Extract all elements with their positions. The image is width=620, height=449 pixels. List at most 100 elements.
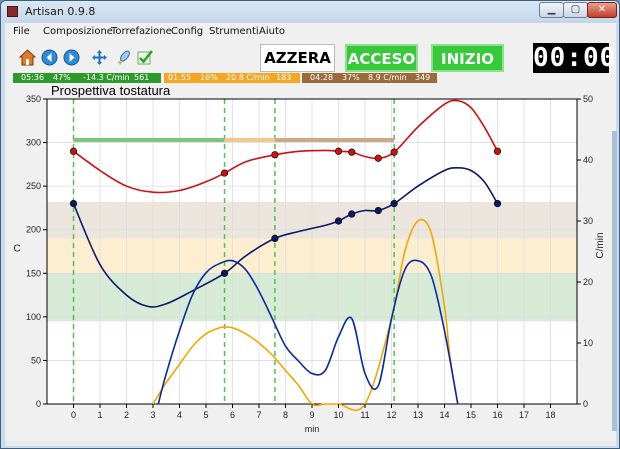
- y-axis-label: C: [13, 244, 20, 255]
- vertical-scrollbar[interactable]: [612, 131, 617, 431]
- x-tick-label: 8: [283, 410, 288, 420]
- y-tick-label: 350: [26, 94, 41, 104]
- phase-time: 05:36: [21, 73, 45, 82]
- series-marker: [334, 217, 343, 225]
- series-marker: [334, 147, 343, 155]
- series-marker: [348, 210, 356, 218]
- series-marker: [220, 269, 229, 277]
- x-tick-label: 10: [333, 410, 343, 420]
- phase-rate: 8.9 C/min: [368, 73, 407, 82]
- menu-aiuto[interactable]: Aiuto: [259, 26, 285, 37]
- series-marker: [348, 148, 356, 156]
- start-button[interactable]: INIZIO: [431, 44, 504, 72]
- delta-bt-series-line: [157, 259, 459, 405]
- y-tick-label: 200: [26, 225, 41, 235]
- timer-display: 00:00: [533, 43, 617, 73]
- home-icon[interactable]: [19, 49, 36, 66]
- y2-tick-label: 40: [583, 155, 593, 165]
- series-marker: [390, 199, 398, 208]
- y-tick-label: 300: [26, 138, 41, 148]
- phase-bar-segment: [73, 137, 225, 142]
- roast-chart[interactable]: 0 1 2 3 4 5 6 7 8 9 10 11 12 13 14 15 16 17 18050100150200…: [5, 83, 611, 441]
- x-axis-label: min: [305, 424, 320, 434]
- x-tick-label: 17: [519, 410, 529, 420]
- on-button[interactable]: ACCESO: [345, 44, 418, 72]
- x-tick-label: 0: [71, 410, 76, 420]
- delta-et-series-line: [152, 218, 459, 412]
- y2-tick-label: 10: [583, 338, 593, 348]
- forward-icon[interactable]: [63, 49, 80, 66]
- minimize-button[interactable]: ▁: [539, 2, 564, 18]
- x-tick-label: 4: [177, 410, 182, 420]
- y-tick-label: 250: [26, 181, 41, 191]
- toolbar: AZZERA ACCESO INIZIO: [5, 41, 616, 73]
- x-tick-label: 13: [413, 410, 423, 420]
- x-tick-label: 14: [439, 410, 449, 420]
- series-marker: [493, 199, 502, 208]
- x-tick-label: 5: [203, 410, 208, 420]
- menu-composizione[interactable]: Composizione: [43, 26, 113, 37]
- x-tick-label: 2: [124, 410, 129, 420]
- series-marker: [69, 199, 78, 208]
- move-icon[interactable]: [91, 49, 108, 66]
- series-marker: [271, 151, 279, 159]
- series-marker: [390, 148, 398, 156]
- phase-time: 04:28: [310, 73, 334, 82]
- phase-bar-segment: [274, 137, 395, 142]
- menu-bar: File Composizione Torrefazione Config St…: [5, 23, 616, 41]
- x-tick-label: 15: [466, 410, 476, 420]
- phase-percent: 37%: [342, 73, 360, 82]
- series-marker: [271, 234, 279, 243]
- phase-bar-segment: [224, 137, 275, 142]
- status-bar: [5, 441, 616, 446]
- window-title: Artisan 0.9.8: [25, 5, 96, 18]
- y2-tick-label: 30: [583, 216, 593, 226]
- phase-percent: 47%: [53, 73, 71, 82]
- phase-drying: 05:36 47% -14.3 C/min 561: [13, 73, 161, 83]
- reset-button[interactable]: AZZERA: [260, 44, 335, 72]
- y2-tick-label: 20: [583, 277, 593, 287]
- y2-axis-label: C/min: [595, 232, 606, 258]
- menu-config[interactable]: Config: [171, 26, 204, 37]
- maximize-button[interactable]: ▢: [563, 2, 588, 18]
- phase-value: 561: [134, 73, 150, 82]
- series-marker: [374, 154, 382, 162]
- menu-file[interactable]: File: [13, 26, 30, 37]
- series-marker: [220, 169, 229, 177]
- bt-series-line: [72, 166, 499, 308]
- x-tick-label: 1: [97, 410, 102, 420]
- phase-maillard: 01:55 16% 20.8 C/min 183: [164, 73, 300, 83]
- phase-development: 04:28 37% 8.9 C/min 349: [302, 73, 437, 83]
- x-tick-label: 6: [230, 410, 235, 420]
- x-tick-label: 9: [309, 410, 314, 420]
- et-series-line: [73, 99, 499, 194]
- series-marker: [493, 147, 502, 155]
- series-marker: [69, 147, 78, 155]
- close-button[interactable]: ✕: [587, 2, 617, 18]
- x-tick-label: 11: [360, 410, 369, 420]
- phase-percent: 16%: [200, 73, 218, 82]
- x-tick-label: 3: [150, 410, 155, 420]
- menu-strumenti[interactable]: Strumenti: [209, 26, 259, 37]
- phase-value: 183: [276, 73, 292, 82]
- y2-tick-label: 50: [583, 94, 593, 104]
- phase-value: 349: [415, 73, 431, 82]
- y-tick-label: 50: [31, 355, 41, 365]
- x-tick-label: 18: [545, 410, 555, 420]
- check-icon[interactable]: [137, 49, 154, 66]
- phase-time: 01:55: [168, 73, 192, 82]
- back-icon[interactable]: [41, 49, 58, 66]
- menu-torrefazione[interactable]: Torrefazione: [111, 26, 172, 37]
- y-tick-label: 100: [26, 312, 41, 322]
- phase-rate: -14.3 C/min: [83, 73, 130, 82]
- series-marker: [374, 206, 382, 215]
- phase-rate: 20.8 C/min: [226, 73, 270, 82]
- chart-title: Prospettiva tostatura: [51, 83, 171, 98]
- app-icon: [7, 6, 18, 17]
- y2-tick-label: 0: [583, 399, 588, 409]
- title-bar: Artisan 0.9.8 ▁ ▢ ✕: [1, 1, 619, 23]
- y-tick-label: 0: [36, 399, 41, 409]
- x-tick-label: 16: [492, 410, 502, 420]
- rocket-icon[interactable]: [115, 49, 132, 66]
